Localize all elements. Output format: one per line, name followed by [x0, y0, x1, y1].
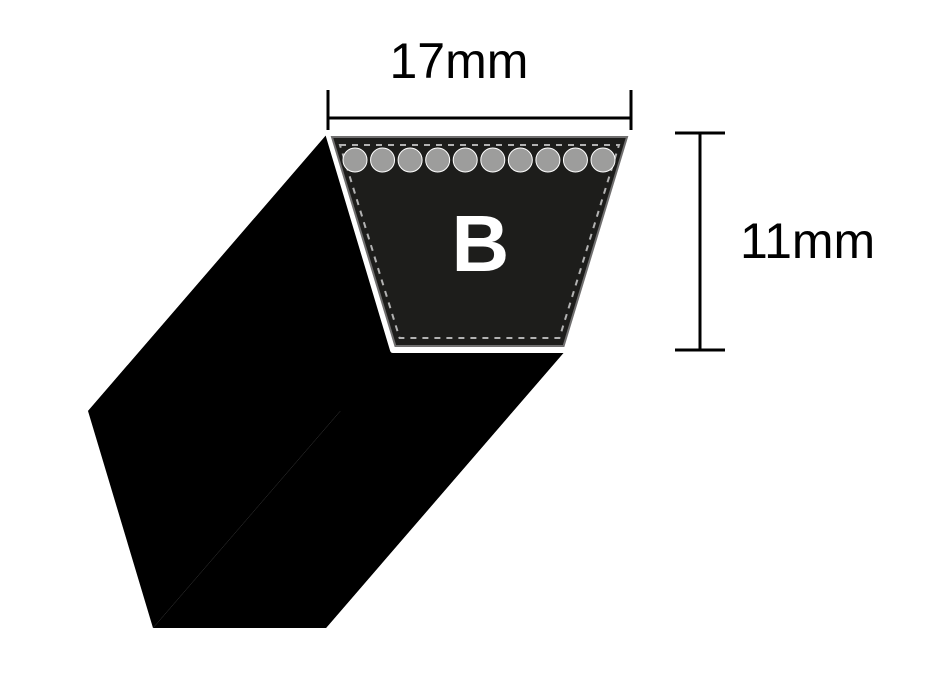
height-dimension-label: 11mm	[740, 212, 875, 270]
width-dimension-label: 17mm	[390, 32, 529, 90]
diagram-svg	[0, 0, 933, 700]
belt-type-letter: B	[452, 198, 510, 290]
belt-diagram: 17mm 11mm B	[0, 0, 933, 700]
